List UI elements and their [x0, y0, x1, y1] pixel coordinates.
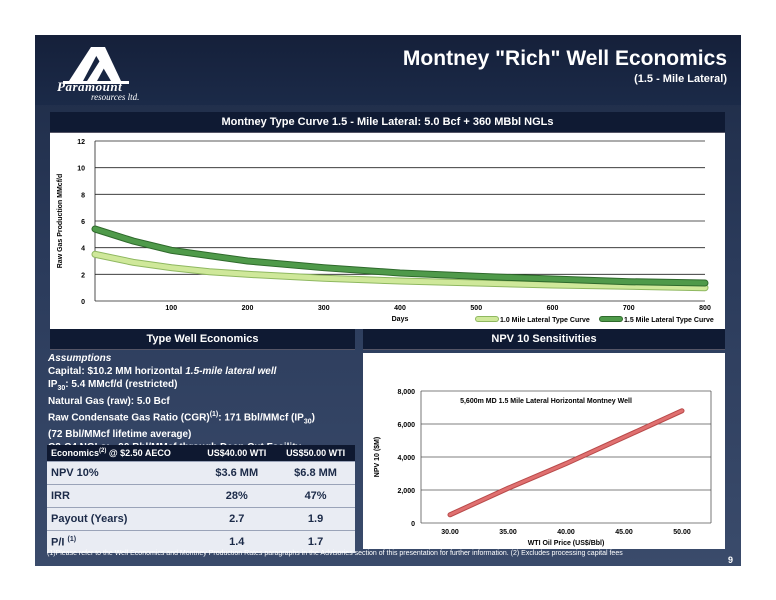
paramount-logo-icon	[63, 47, 129, 84]
table-row: IRR 28% 47%	[47, 484, 355, 508]
type-curve-title-bar: Montney Type Curve 1.5 - Mile Lateral: 5…	[50, 112, 725, 132]
table-row: Payout (Years) 2.7 1.9	[47, 507, 355, 531]
y-tick-label: 2	[81, 272, 85, 279]
y-tick-label: 4	[81, 246, 85, 253]
assumption-ip: IP30: 5.4 MMcf/d (restricted)	[48, 378, 348, 395]
x-tick-label: 30.00	[441, 529, 459, 536]
y-tick-label: 6	[81, 219, 85, 226]
cgr-sup: (1)	[209, 411, 219, 418]
assumption-natgas: Natural Gas (raw): 5.0 Bcf	[48, 396, 170, 407]
assumption-capital: Capital: $10.2 MM horizontal 1.5-mile la…	[48, 365, 348, 378]
economics-table: Economics(2) @ $2.50 AECO US$40.00 WTI U…	[47, 445, 355, 553]
logo-subtitle: resources ltd.	[91, 92, 140, 102]
type-well-title-bar: Type Well Economics	[50, 329, 355, 349]
cgr-sub: 30	[303, 418, 312, 426]
economics-col-wti40: US$40.00 WTI	[197, 445, 277, 462]
y-tick-label: 10	[77, 166, 85, 173]
assumptions-block: Assumptions Capital: $10.2 MM horizontal…	[48, 352, 348, 454]
slide: Paramount resources ltd. Montney "Rich" …	[35, 35, 741, 566]
capital-italic-text: 1.5-mile lateral well	[185, 366, 277, 377]
assumptions-heading: Assumptions	[48, 353, 112, 364]
page-subtitle: (1.5 - Mile Lateral)	[634, 73, 727, 85]
series-line	[92, 226, 708, 286]
cgr-mid: : 171 Bbl/MMcf (IP	[218, 412, 304, 424]
x-tick-label: 200	[242, 305, 254, 312]
page-number: 9	[727, 555, 733, 565]
assumption-cgr: Raw Condensate Gas Ratio (CGR)(1): 171 B…	[48, 408, 348, 428]
x-tick-label: 45.00	[615, 529, 633, 536]
x-tick-label: 300	[318, 305, 330, 312]
logo-wordmark: Paramount	[57, 79, 123, 94]
y-axis-label: Raw Gas Production MMcf/d	[57, 174, 64, 269]
x-tick-label: 500	[470, 305, 482, 312]
y-tick-label: 8	[81, 192, 85, 199]
row-value-wti50: $6.8 MM	[276, 461, 355, 485]
cgr-end: )	[311, 412, 315, 424]
ip-label: IP	[48, 379, 58, 390]
x-axis-label: WTI Oil Price (US$/Bbl)	[528, 540, 605, 547]
x-tick-label: 600	[547, 305, 559, 312]
y-tick-label: 8,000	[397, 389, 415, 396]
row-value-wti40: 2.7	[197, 507, 277, 531]
economics-header-label: Economics(2) @ $2.50 AECO	[47, 445, 198, 462]
row-value-wti50: 1.9	[276, 507, 355, 531]
economics-col-wti50: US$50.00 WTI	[276, 445, 355, 462]
y-tick-label: 4,000	[397, 455, 415, 462]
capital-text: Capital: $10.2 MM horizontal	[48, 366, 186, 377]
x-tick-label: 40.00	[557, 529, 575, 536]
table-row: P/I (1) 1.4 1.7	[47, 530, 355, 553]
row-value-wti50: 47%	[276, 484, 355, 508]
ip-value: : 5.4 MMcf/d (restricted)	[65, 379, 178, 390]
legend-label: 1.5 Mile Lateral Type Curve	[624, 317, 714, 324]
x-tick-label: 50.00	[673, 529, 691, 536]
series-line	[92, 251, 708, 291]
legend-label: 1.0 Mile Lateral Type Curve	[500, 317, 590, 324]
economics-header-row: Economics(2) @ $2.50 AECO US$40.00 WTI U…	[47, 445, 355, 462]
table-row: NPV 10% $3.6 MM $6.8 MM	[47, 461, 355, 485]
cgr-text: Raw Condensate Gas Ratio (CGR)	[48, 412, 210, 424]
row-value-wti40: 28%	[197, 484, 277, 508]
y-tick-label: 12	[77, 139, 85, 146]
footnote: (1)Please refer to the Well Economics an…	[47, 550, 623, 557]
row-label: IRR	[47, 484, 198, 508]
y-tick-label: 6,000	[397, 422, 415, 429]
assumption-lifetime: (72 Bbl/MMcf lifetime average)	[48, 429, 192, 441]
x-tick-label: 400	[394, 305, 406, 312]
x-tick-label: 35.00	[499, 529, 517, 536]
row-label: P/I (1)	[47, 530, 198, 553]
series-line	[448, 409, 684, 517]
row-value-wti40: $3.6 MM	[197, 461, 277, 485]
x-tick-label: 800	[699, 305, 711, 312]
x-tick-label: 100	[165, 305, 177, 312]
page-title: Montney "Rich" Well Economics	[402, 47, 727, 70]
x-tick-label: 700	[623, 305, 635, 312]
npv-chart: 5,600m MD 1.5 Mile Lateral Horizontal Mo…	[374, 389, 712, 547]
npv-chart-panel: 5,600m MD 1.5 Mile Lateral Horizontal Mo…	[363, 353, 725, 549]
y-axis-label: NPV 10 ($M)	[374, 437, 381, 477]
row-value-wti50: 1.7	[276, 530, 355, 553]
y-tick-label: 0	[81, 299, 85, 306]
type-curve-chart: 0 2 4 6 8 10 12 100 200 300 400 500 600 700 800 Days Raw…	[57, 139, 714, 324]
ip-sub: 30	[57, 385, 66, 392]
row-label: Payout (Years)	[47, 507, 198, 531]
x-axis-label: Days	[392, 316, 409, 323]
type-curve-chart-panel: 0 2 4 6 8 10 12 100 200 300 400 500 600 700 800 Days Raw…	[50, 133, 725, 329]
y-tick-label: 2,000	[397, 488, 415, 495]
row-label: NPV 10%	[47, 461, 198, 485]
header-band: Paramount resources ltd. Montney "Rich" …	[35, 35, 741, 105]
row-value-wti40: 1.4	[197, 530, 277, 553]
npv-title-bar: NPV 10 Sensitivities	[363, 329, 725, 349]
y-tick-label: 0	[411, 521, 415, 528]
chart-title: 5,600m MD 1.5 Mile Lateral Horizontal Mo…	[460, 398, 632, 405]
